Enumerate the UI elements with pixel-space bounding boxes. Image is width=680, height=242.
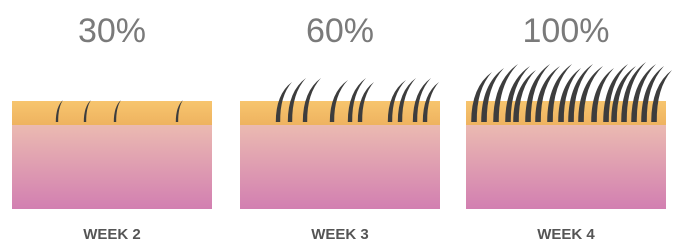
fat-layer (240, 101, 440, 126)
panel: 100% WEEK 4 (466, 12, 672, 242)
infographic: 30% WEEK 2 60% WEEK 3 100% WEEK 4 (0, 0, 680, 242)
fat-layer (12, 101, 212, 126)
percent: 60% (306, 12, 374, 50)
percent: 30% (78, 12, 146, 50)
skin-layer (466, 125, 666, 209)
panel: 60% WEEK 3 (240, 12, 440, 242)
skin-layer (240, 125, 440, 209)
week-label: WEEK 4 (537, 226, 595, 242)
percent: 100% (523, 12, 610, 50)
panel: 30% WEEK 2 (12, 12, 212, 242)
week-label: WEEK 2 (83, 226, 141, 242)
skin-layer (12, 125, 212, 209)
week-label: WEEK 3 (311, 226, 369, 242)
